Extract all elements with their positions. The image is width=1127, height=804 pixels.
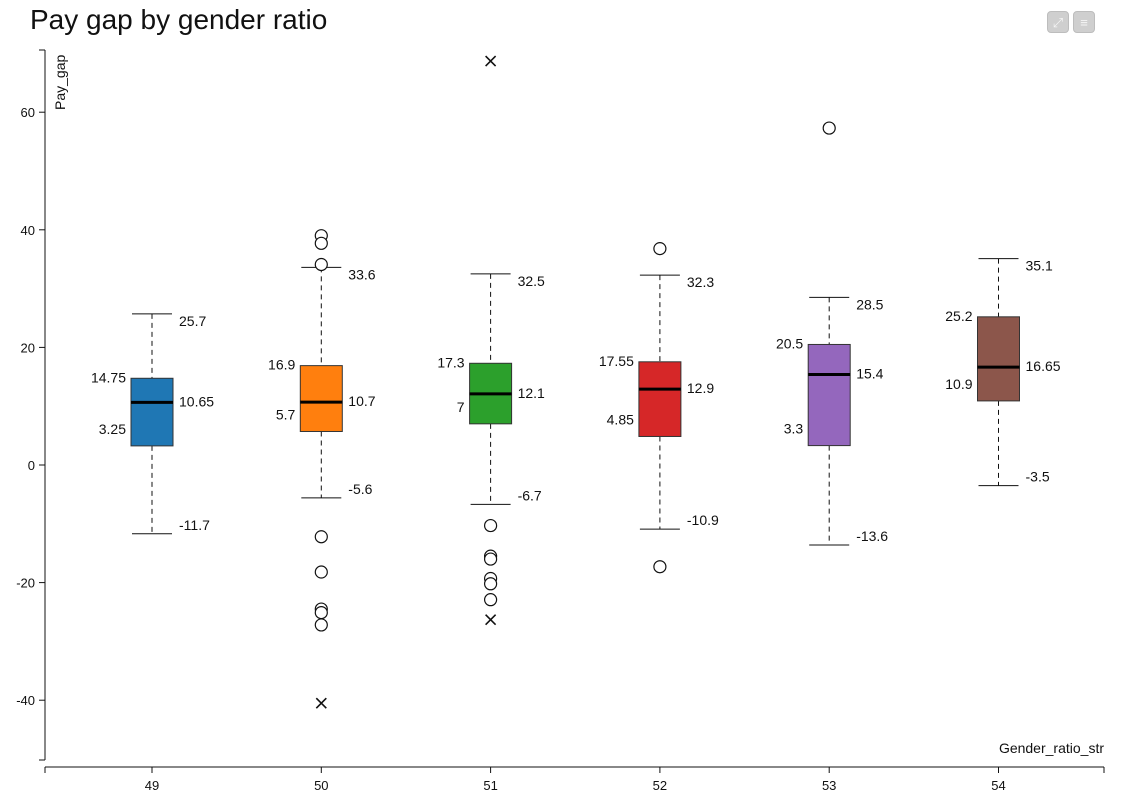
y-tick-label: 60	[21, 105, 35, 120]
whisker-low-label: -6.7	[518, 487, 542, 503]
outlier-point	[314, 565, 328, 579]
whisker-high-label: 32.5	[518, 273, 545, 289]
box-51: 32.5 -6.7 12.1 17.3 7	[437, 55, 545, 626]
x-axis-label: Gender_ratio_str	[999, 740, 1104, 756]
iqr-box	[638, 361, 682, 437]
whisker-low-label: -13.6	[856, 528, 888, 544]
y-axis-label: Pay_gap	[52, 55, 68, 110]
q3-label: 25.2	[945, 308, 972, 324]
whisker-low-label: -10.9	[687, 512, 719, 528]
extreme-outlier-marker	[485, 55, 497, 67]
y-tick-label: 20	[21, 340, 35, 355]
q1-label: 3.3	[784, 421, 804, 437]
outlier-point	[314, 618, 328, 632]
y-tick-label: 40	[21, 223, 35, 238]
whisker-high-label: 28.5	[856, 296, 883, 312]
outlier-point	[484, 552, 498, 566]
y-tick-label: -20	[16, 576, 35, 591]
whisker-high-label: 33.6	[348, 266, 375, 282]
whisker-high-label: 25.7	[179, 313, 206, 329]
iqr-box	[299, 365, 343, 432]
outlier-point	[822, 121, 836, 135]
whisker-low-label: -5.6	[348, 481, 372, 497]
whisker-low-label: -3.5	[1026, 469, 1050, 485]
x-tick-label: 51	[483, 778, 497, 793]
x-tick-label: 49	[145, 778, 159, 793]
expand-icon[interactable]: ⤢	[1047, 11, 1069, 33]
box-54: 35.1 -3.5 16.65 25.2 10.9	[945, 258, 1061, 487]
q3-label: 20.5	[776, 335, 803, 351]
outlier-point	[653, 242, 667, 256]
outlier-point	[314, 530, 328, 544]
x-tick-label: 54	[991, 778, 1005, 793]
extreme-outlier-marker	[485, 614, 497, 626]
x-tick-label: 53	[822, 778, 836, 793]
whisker-low-label: -11.7	[179, 517, 210, 533]
outlier-point	[484, 518, 498, 533]
median-label: 12.9	[687, 380, 714, 396]
outlier-point	[314, 257, 328, 272]
iqr-box	[977, 316, 1020, 402]
box-49: 25.7 -11.7 10.65 14.75 3.25	[91, 313, 214, 535]
y-tick-label: -40	[16, 693, 35, 708]
median-label: 10.65	[179, 393, 214, 409]
whisker-high-label: 32.3	[687, 274, 714, 290]
q1-label: 5.7	[276, 406, 296, 422]
q1-label: 3.25	[99, 421, 126, 437]
outlier-point	[484, 577, 498, 591]
whisker-high-label: 35.1	[1026, 258, 1053, 274]
menu-icon[interactable]: ≡	[1073, 11, 1095, 33]
q3-label: 17.3	[437, 354, 464, 370]
iqr-box	[807, 343, 851, 447]
extreme-outlier-marker	[315, 697, 327, 709]
q1-label: 7	[457, 399, 465, 415]
x-tick-label: 50	[314, 778, 328, 793]
median-label: 12.1	[518, 385, 545, 401]
boxes: 25.7 -11.7 10.65 14.75 3.25 33.6 -5.6 10.7 16.9 5…	[91, 55, 1061, 709]
y-tick-label: 0	[28, 458, 35, 473]
outlier-point	[314, 236, 328, 250]
median-label: 10.7	[348, 393, 375, 409]
q3-label: 14.75	[91, 369, 126, 385]
box-52: 32.3 -10.9 12.9 17.55 4.85	[599, 242, 719, 574]
q3-label: 17.55	[599, 353, 634, 369]
outlier-point	[314, 605, 328, 620]
box-50: 33.6 -5.6 10.7 16.9 5.7	[268, 229, 376, 709]
axes: -40 -20 0 20 40 60 49 50 51 52 53 54	[16, 49, 1105, 793]
q1-label: 10.9	[945, 376, 972, 392]
chart-title: Pay gap by gender ratio	[30, 4, 328, 35]
q1-label: 4.85	[607, 411, 634, 427]
outlier-point	[653, 560, 667, 574]
iqr-box	[130, 377, 174, 447]
median-label: 16.65	[1026, 358, 1061, 374]
chart-toolbar: ⤢ ≡	[1047, 11, 1095, 33]
q3-label: 16.9	[268, 357, 295, 373]
median-label: 15.4	[856, 365, 883, 381]
outlier-point	[484, 593, 498, 607]
box-53: 28.5 -13.6 15.4 20.5 3.3	[776, 121, 888, 546]
x-tick-label: 52	[653, 778, 667, 793]
